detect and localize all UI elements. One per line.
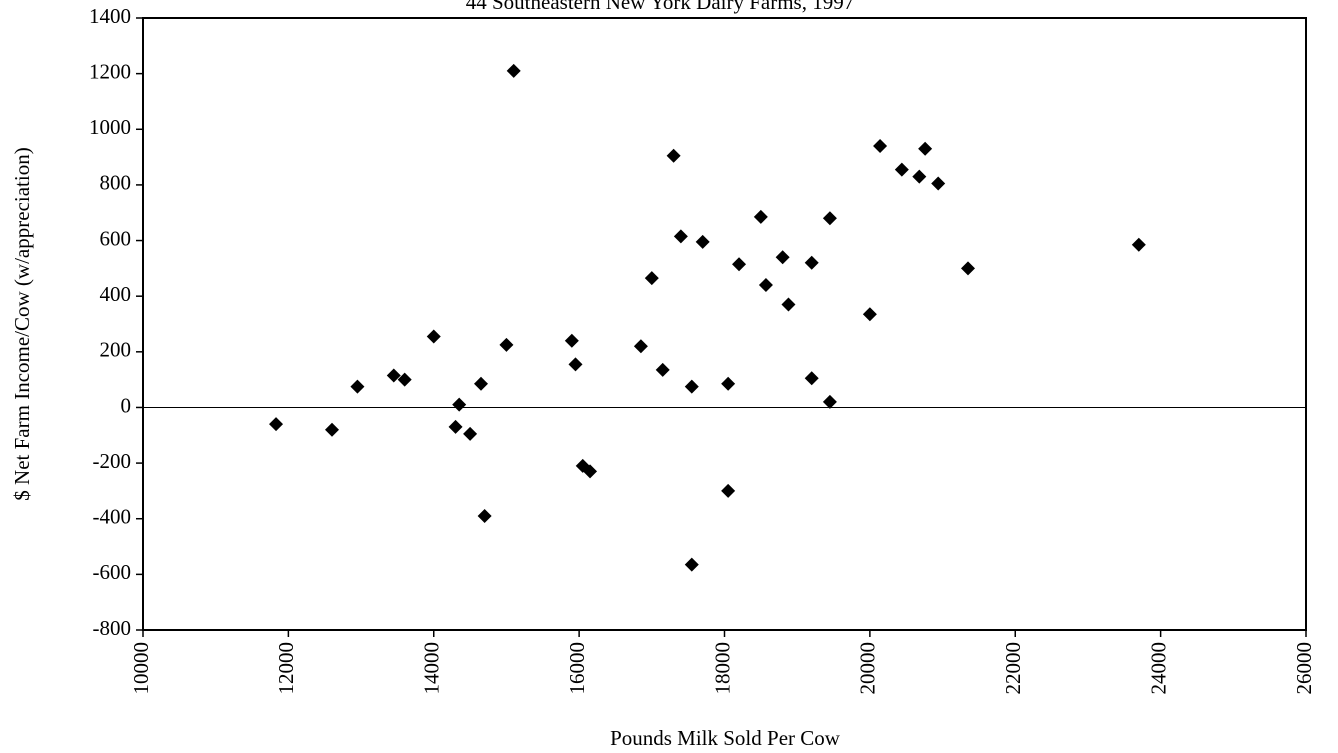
y-tick-label: 0 — [121, 393, 132, 417]
x-tick-label: 18000 — [710, 642, 734, 695]
data-point — [721, 376, 736, 391]
data-point — [448, 419, 463, 434]
data-point — [961, 261, 976, 276]
data-point — [1131, 237, 1146, 252]
y-tick-label: 600 — [100, 226, 132, 250]
y-tick-label: -400 — [93, 505, 132, 529]
y-tick-label: -800 — [93, 616, 132, 640]
data-point — [732, 257, 747, 272]
data-point — [918, 141, 933, 156]
data-point — [655, 362, 670, 377]
data-point — [568, 357, 583, 372]
y-tick-label: -600 — [93, 560, 132, 584]
x-tick-label: 22000 — [1001, 642, 1025, 695]
data-point — [721, 483, 736, 498]
chart-title: 44 Southeastern New York Dairy Farms, 19… — [466, 0, 854, 14]
data-point — [463, 426, 478, 441]
data-point — [912, 169, 927, 184]
data-point — [386, 368, 401, 383]
data-point — [822, 211, 837, 226]
y-tick-label: 200 — [100, 338, 132, 362]
data-point — [499, 337, 514, 352]
x-tick-label: 20000 — [856, 642, 880, 695]
y-tick-label: -200 — [93, 449, 132, 473]
data-point — [684, 379, 699, 394]
x-axis-label: Pounds Milk Sold Per Cow — [610, 726, 841, 750]
data-point — [758, 278, 773, 293]
data-point — [269, 417, 284, 432]
x-tick-label: 10000 — [129, 642, 153, 695]
x-tick-label: 14000 — [420, 642, 444, 695]
data-point — [695, 234, 710, 249]
data-point — [473, 376, 488, 391]
x-tick-label: 24000 — [1146, 642, 1170, 695]
data-point — [931, 176, 946, 191]
data-point — [684, 557, 699, 572]
data-point — [583, 464, 598, 479]
data-point — [894, 162, 909, 177]
plot-frame — [142, 17, 1307, 631]
data-point — [666, 148, 681, 163]
data-point — [775, 250, 790, 265]
data-point — [862, 307, 877, 322]
data-point — [804, 371, 819, 386]
data-point — [506, 63, 521, 78]
data-point — [873, 138, 888, 153]
data-point — [753, 209, 768, 224]
x-tick-label: 16000 — [565, 642, 589, 695]
y-tick-label: 400 — [100, 282, 132, 306]
y-tick-label: 800 — [100, 171, 132, 195]
y-tick-label: 1000 — [89, 115, 131, 139]
data-point — [350, 379, 365, 394]
data-point — [673, 229, 688, 244]
data-point — [804, 255, 819, 270]
x-tick-label: 26000 — [1292, 642, 1316, 695]
data-point — [781, 297, 796, 312]
data-point — [564, 333, 579, 348]
y-tick-label: 1200 — [89, 59, 131, 83]
data-point — [426, 329, 441, 344]
data-point — [477, 508, 492, 523]
y-tick-label: 1400 — [89, 4, 131, 28]
data-point — [397, 372, 412, 387]
data-point — [633, 339, 648, 354]
data-point — [822, 394, 837, 409]
x-tick-label: 12000 — [274, 642, 298, 695]
data-point — [324, 422, 339, 437]
y-axis-label: $ Net Farm Income/Cow (w/appreciation) — [10, 147, 34, 500]
data-point — [452, 397, 467, 412]
data-point — [644, 271, 659, 286]
